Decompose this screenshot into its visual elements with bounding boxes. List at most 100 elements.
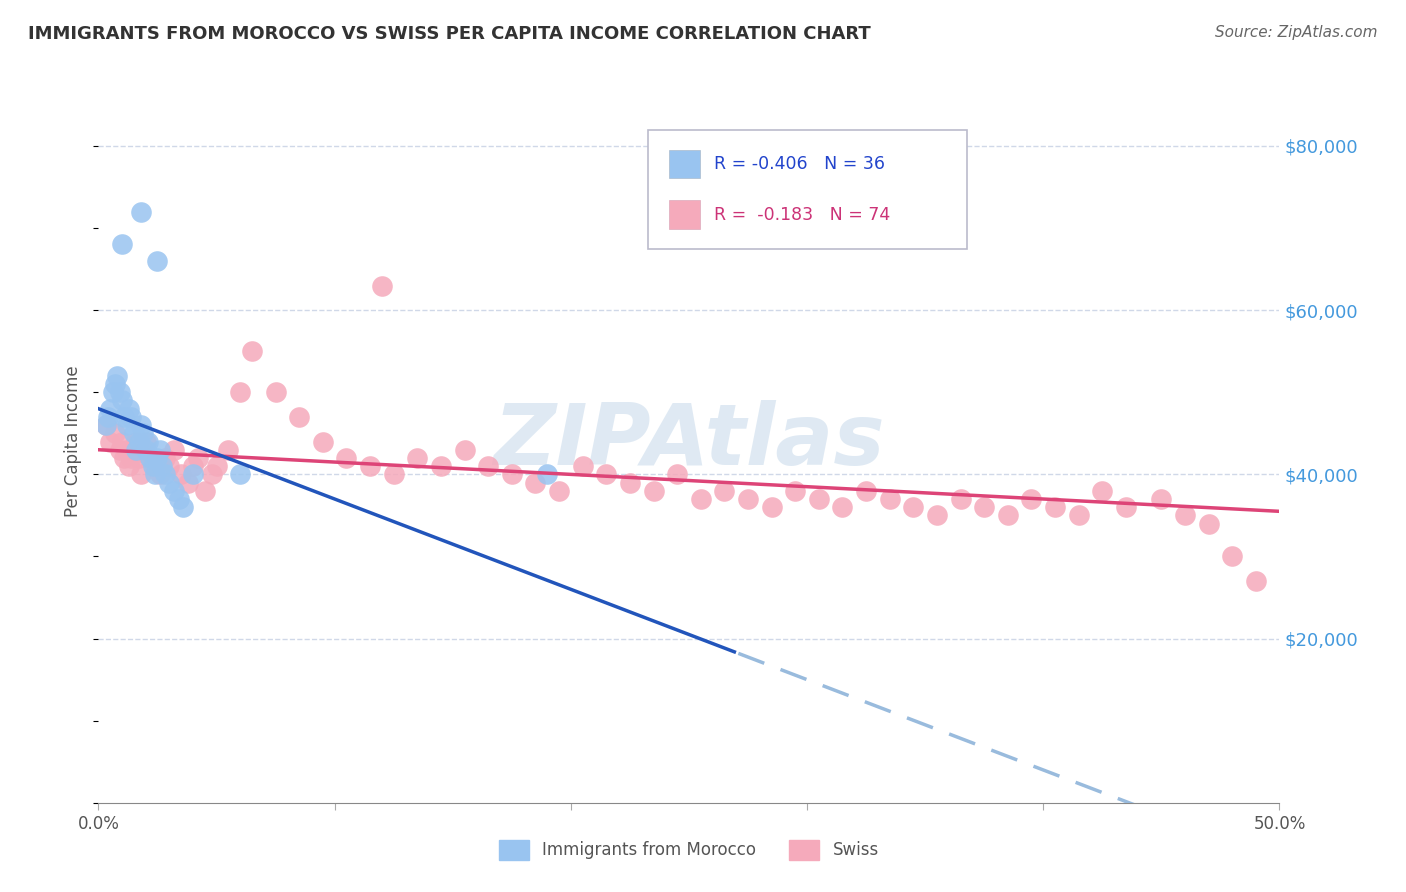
Point xyxy=(172,500,194,515)
Point xyxy=(761,500,783,515)
Y-axis label: Per Capita Income: Per Capita Income xyxy=(65,366,83,517)
Point xyxy=(1115,500,1137,515)
Point xyxy=(371,278,394,293)
Text: ZIPAtlas: ZIPAtlas xyxy=(494,400,884,483)
Legend: Immigrants from Morocco, Swiss: Immigrants from Morocco, Swiss xyxy=(492,833,886,867)
Point xyxy=(94,418,117,433)
Point xyxy=(177,475,200,490)
Point xyxy=(194,483,217,498)
Point xyxy=(132,426,155,441)
Point xyxy=(595,467,617,482)
Point xyxy=(125,434,148,449)
Point xyxy=(139,450,162,465)
Point xyxy=(129,418,152,433)
Point xyxy=(132,442,155,457)
Point xyxy=(101,385,124,400)
Point xyxy=(359,459,381,474)
Point xyxy=(149,467,172,482)
Point xyxy=(181,467,204,482)
Point xyxy=(335,450,357,465)
Point xyxy=(187,450,209,465)
Point xyxy=(973,500,995,515)
Point xyxy=(831,500,853,515)
Text: Source: ZipAtlas.com: Source: ZipAtlas.com xyxy=(1215,25,1378,40)
Point xyxy=(855,483,877,498)
Point xyxy=(217,442,239,457)
Point xyxy=(115,442,138,457)
Point xyxy=(157,475,180,490)
Point xyxy=(167,491,190,506)
Point xyxy=(170,467,193,482)
Point xyxy=(1244,574,1267,588)
Point xyxy=(163,483,186,498)
Point xyxy=(118,459,141,474)
Point xyxy=(524,475,547,490)
Point xyxy=(112,409,135,424)
Point xyxy=(143,459,166,474)
Point xyxy=(108,442,131,457)
Point xyxy=(157,459,180,474)
Point xyxy=(111,393,134,408)
Point xyxy=(111,434,134,449)
Point xyxy=(1150,491,1173,506)
Point xyxy=(264,385,287,400)
Point xyxy=(548,483,571,498)
Point xyxy=(129,467,152,482)
Point xyxy=(153,467,176,482)
Point xyxy=(382,467,405,482)
Point xyxy=(430,459,453,474)
Point xyxy=(121,409,143,424)
Point xyxy=(112,450,135,465)
Point xyxy=(146,450,169,465)
Point xyxy=(98,434,121,449)
Point xyxy=(1067,508,1090,523)
Point xyxy=(105,368,128,383)
Point xyxy=(713,483,735,498)
Point xyxy=(288,409,311,424)
Point xyxy=(121,450,143,465)
Point xyxy=(1220,549,1243,564)
Point xyxy=(643,483,665,498)
Point xyxy=(94,418,117,433)
Point xyxy=(1021,491,1043,506)
Point xyxy=(143,467,166,482)
Point xyxy=(312,434,335,449)
Point xyxy=(501,467,523,482)
Point xyxy=(149,442,172,457)
Point xyxy=(125,442,148,457)
Point xyxy=(163,442,186,457)
Point xyxy=(128,450,150,465)
Point xyxy=(240,344,263,359)
Point xyxy=(619,475,641,490)
Point xyxy=(1091,483,1114,498)
Point xyxy=(997,508,1019,523)
Point xyxy=(122,442,145,457)
Point xyxy=(122,426,145,441)
Point xyxy=(406,450,429,465)
Point xyxy=(118,401,141,416)
Point xyxy=(737,491,759,506)
Point xyxy=(97,409,120,424)
Text: R =  -0.183   N = 74: R = -0.183 N = 74 xyxy=(714,206,890,224)
Point xyxy=(807,491,830,506)
Text: R = -0.406   N = 36: R = -0.406 N = 36 xyxy=(714,155,886,173)
Point xyxy=(879,491,901,506)
Point xyxy=(115,418,138,433)
Point xyxy=(135,442,157,457)
Point xyxy=(925,508,948,523)
Point xyxy=(139,450,162,465)
Point xyxy=(1043,500,1066,515)
Point xyxy=(201,467,224,482)
Text: IMMIGRANTS FROM MOROCCO VS SWISS PER CAPITA INCOME CORRELATION CHART: IMMIGRANTS FROM MOROCCO VS SWISS PER CAP… xyxy=(28,25,870,43)
Point xyxy=(181,459,204,474)
Point xyxy=(903,500,925,515)
Point xyxy=(1198,516,1220,531)
Point xyxy=(453,442,475,457)
Point xyxy=(477,459,499,474)
Point xyxy=(571,459,593,474)
Point xyxy=(949,491,972,506)
Point xyxy=(536,467,558,482)
Point xyxy=(666,467,689,482)
Point xyxy=(153,450,176,465)
Point xyxy=(689,491,711,506)
